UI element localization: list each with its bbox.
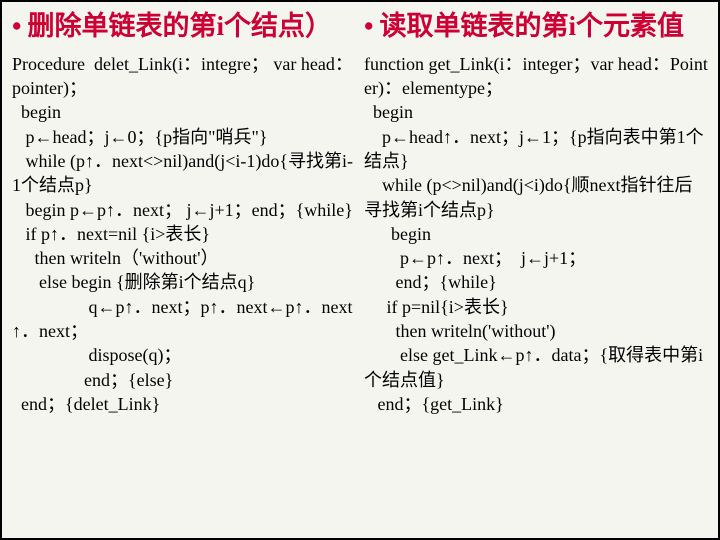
right-title-text: 读取单链表的第i个元素值 xyxy=(379,10,684,44)
right-heading: • 读取单链表的第i个元素值 xyxy=(364,10,708,44)
right-column: • 读取单链表的第i个元素值 function get_Link(i：integ… xyxy=(360,2,718,538)
right-code-block: function get_Link(i：integer；var head：Poi… xyxy=(364,52,708,416)
left-heading: • 删除单链表的第i个结点） xyxy=(12,10,356,44)
left-code-block: Procedure delet_Link(i：integre； var head… xyxy=(12,52,356,416)
slide-container: • 删除单链表的第i个结点） Procedure delet_Link(i：in… xyxy=(2,2,718,538)
bullet-icon: • xyxy=(364,10,373,44)
bullet-icon: • xyxy=(12,10,21,44)
left-title-text: 删除单链表的第i个结点） xyxy=(27,10,332,44)
left-column: • 删除单链表的第i个结点） Procedure delet_Link(i：in… xyxy=(2,2,360,538)
